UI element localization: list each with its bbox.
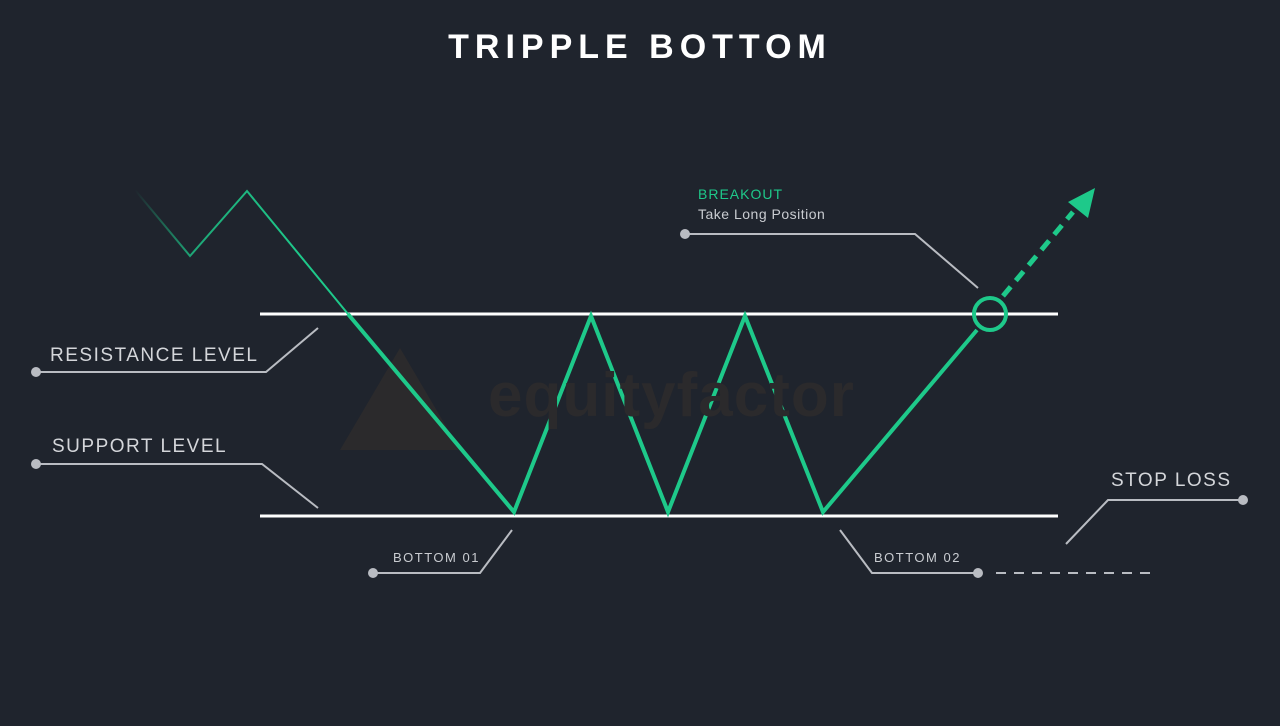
page-title: TRIPPLE BOTTOM — [448, 28, 832, 66]
stop-loss-label: STOP LOSS — [1111, 470, 1232, 491]
resistance-label: RESISTANCE LEVEL — [50, 345, 259, 366]
bottom1-dot — [368, 568, 378, 578]
bottom1-label: BOTTOM 01 — [393, 550, 480, 565]
breakout-dot — [680, 229, 690, 239]
bottom1-leader — [373, 529, 513, 574]
support-label: SUPPORT LEVEL — [52, 436, 228, 457]
bottom2-leader — [839, 529, 978, 574]
support-leader — [36, 463, 319, 509]
price-path — [346, 310, 979, 518]
breakout-sublabel: Take Long Position — [698, 206, 826, 222]
bottom2-dot — [973, 568, 983, 578]
bottom2-label: BOTTOM 02 — [874, 550, 961, 565]
price-path-intro — [134, 189, 349, 315]
stop-loss-dot — [1238, 495, 1248, 505]
watermark-text: equityfactor — [488, 361, 855, 430]
support-dot — [31, 459, 41, 469]
watermark-logo-icon — [340, 348, 460, 450]
breakout-leader — [685, 233, 979, 289]
resistance-leader — [36, 327, 319, 373]
breakout-arrow-head-icon — [1068, 188, 1095, 218]
resistance-dot — [31, 367, 41, 377]
stop-loss-leader — [1065, 499, 1243, 545]
breakout-circle — [972, 296, 1008, 332]
breakout-label: BREAKOUT — [698, 186, 784, 202]
breakout-arrow-line — [1001, 210, 1075, 298]
